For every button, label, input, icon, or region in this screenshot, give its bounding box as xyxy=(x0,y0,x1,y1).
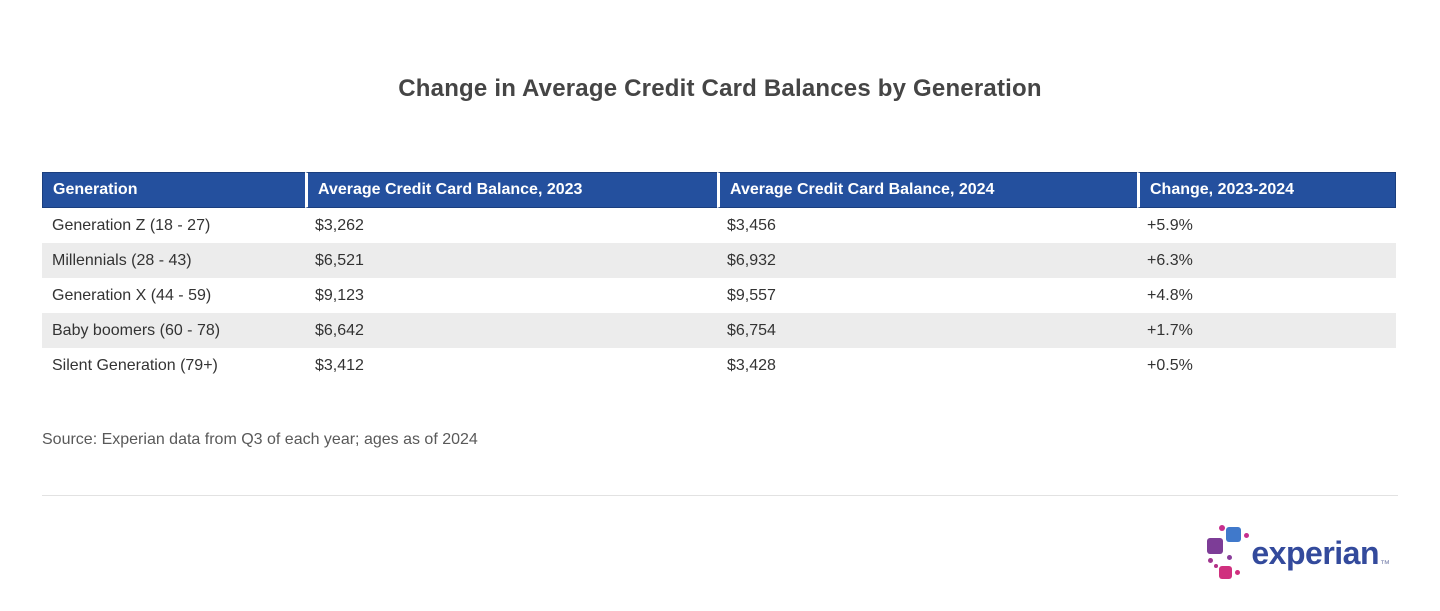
experian-logo-text: experian xyxy=(1251,535,1379,571)
table-header-row: Generation Average Credit Card Balance, 2… xyxy=(42,172,1396,208)
value-cell: $3,262 xyxy=(305,208,717,243)
row-label-cell: Millennials (28 - 43) xyxy=(42,243,305,278)
table-row: Generation Z (18 - 27) $3,262 $3,456 +5.9% xyxy=(42,208,1396,243)
value-cell: $3,428 xyxy=(717,348,1137,383)
row-label-cell: Generation X (44 - 59) xyxy=(42,278,305,313)
logo-magenta-square-icon xyxy=(1219,566,1233,579)
column-header: Average Credit Card Balance, 2023 xyxy=(305,172,717,208)
logo-dot-icon xyxy=(1235,570,1241,575)
logo-dot-icon xyxy=(1227,555,1233,560)
logo-purple-square-icon xyxy=(1207,538,1224,554)
value-cell: $6,642 xyxy=(305,313,717,348)
experian-logo: experian ™ xyxy=(1207,522,1390,584)
logo-blue-square-icon xyxy=(1226,527,1242,542)
column-header: Generation xyxy=(42,172,305,208)
value-cell: $6,932 xyxy=(717,243,1137,278)
logo-dot-icon xyxy=(1214,564,1219,568)
value-cell: $9,123 xyxy=(305,278,717,313)
logo-dot-icon xyxy=(1219,525,1226,531)
source-note: Source: Experian data from Q3 of each ye… xyxy=(42,431,478,448)
table-row: Baby boomers (60 - 78) $6,642 $6,754 +1.7% xyxy=(42,313,1396,348)
column-header: Change, 2023-2024 xyxy=(1137,172,1396,208)
row-label-cell: Generation Z (18 - 27) xyxy=(42,208,305,243)
table-row: Generation X (44 - 59) $9,123 $9,557 +4.8% xyxy=(42,278,1396,313)
column-header: Average Credit Card Balance, 2024 xyxy=(717,172,1137,208)
value-cell: $3,456 xyxy=(717,208,1137,243)
table-row: Silent Generation (79+) $3,412 $3,428 +0.5% xyxy=(42,348,1396,383)
logo-dot-icon xyxy=(1244,533,1250,538)
value-cell: $6,754 xyxy=(717,313,1137,348)
footer-divider xyxy=(42,495,1398,496)
row-label-cell: Silent Generation (79+) xyxy=(42,348,305,383)
table-row: Millennials (28 - 43) $6,521 $6,932 +6.3% xyxy=(42,243,1396,278)
value-cell: +1.7% xyxy=(1137,313,1396,348)
value-cell: $3,412 xyxy=(305,348,717,383)
value-cell: +5.9% xyxy=(1137,208,1396,243)
value-cell: +6.3% xyxy=(1137,243,1396,278)
page-title: Change in Average Credit Card Balances b… xyxy=(398,75,1042,102)
trademark-symbol: ™ xyxy=(1380,559,1390,570)
experian-logo-mark-icon xyxy=(1207,524,1250,582)
value-cell: +4.8% xyxy=(1137,278,1396,313)
value-cell: +0.5% xyxy=(1137,348,1396,383)
table-header: Generation Average Credit Card Balance, 2… xyxy=(42,172,1396,208)
table-body: Generation Z (18 - 27) $3,262 $3,456 +5.9% M… xyxy=(42,208,1396,383)
balances-table: Generation Average Credit Card Balance, 2… xyxy=(42,172,1396,383)
value-cell: $9,557 xyxy=(717,278,1137,313)
row-label-cell: Baby boomers (60 - 78) xyxy=(42,313,305,348)
value-cell: $6,521 xyxy=(305,243,717,278)
logo-dot-icon xyxy=(1208,558,1214,563)
